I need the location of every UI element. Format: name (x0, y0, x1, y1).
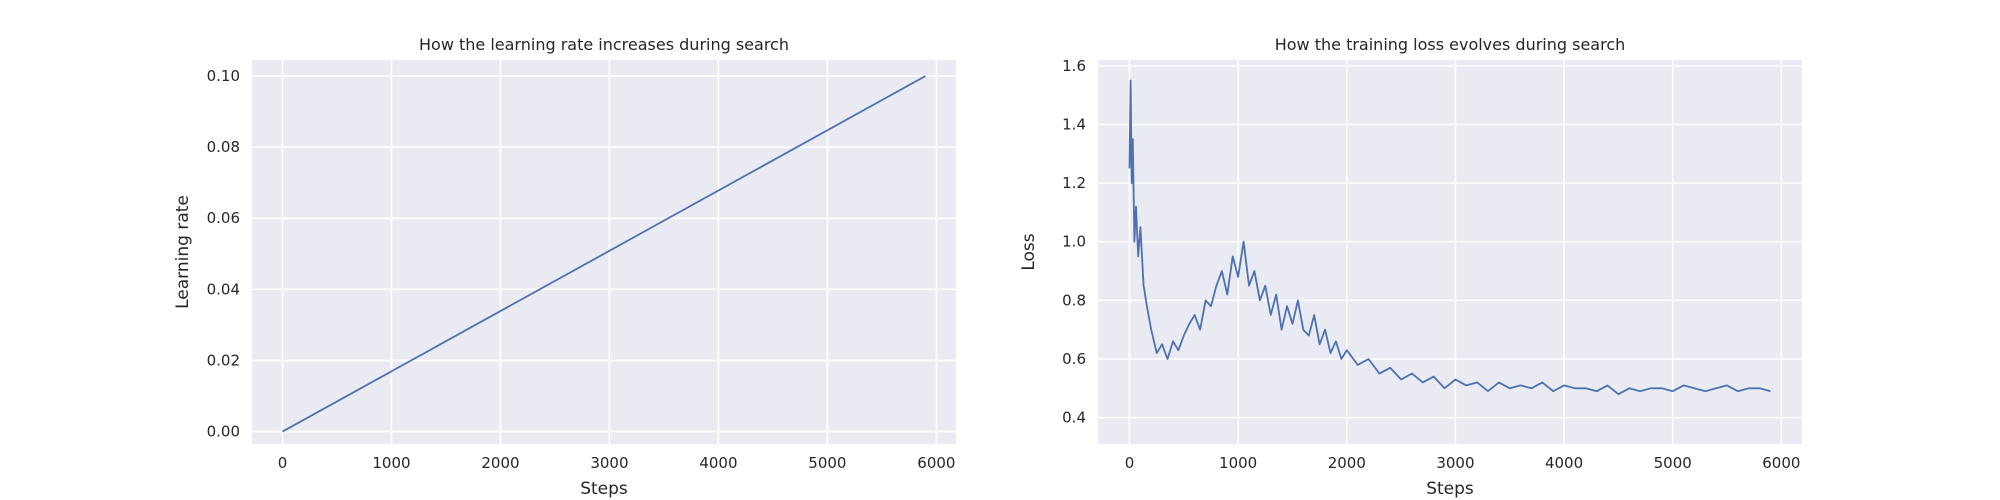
plot-area (1098, 60, 1802, 444)
y-tick-label: 1.2 (1062, 174, 1086, 192)
y-tick-label: 0.02 (207, 351, 240, 369)
x-tick-label: 3000 (1436, 454, 1474, 472)
chart-title: How the training loss evolves during sea… (1275, 35, 1626, 54)
x-tick-label: 6000 (917, 454, 955, 472)
x-tick-label: 1000 (372, 454, 410, 472)
y-axis-label: Loss (1019, 233, 1039, 270)
series-line (1128, 79, 1771, 396)
y-tick-label: 0.06 (207, 209, 240, 227)
x-tick-label: 2000 (1328, 454, 1366, 472)
tick-labels: 0 1000 2000 3000 4000 5000 6000 0.4 0.6 0.8 1.0 1.2… (1062, 57, 1800, 472)
y-tick-label: 0.8 (1062, 291, 1086, 309)
y-tick-label: 0.4 (1062, 409, 1086, 427)
x-tick-label: 1000 (1219, 454, 1257, 472)
x-tick-label: 2000 (481, 454, 519, 472)
x-tick-label: 5000 (808, 454, 846, 472)
x-axis-label: Steps (1426, 479, 1474, 499)
x-tick-label: 4000 (1545, 454, 1583, 472)
series-group (1128, 79, 1771, 396)
y-tick-label: 0.10 (207, 67, 240, 85)
grid (1098, 60, 1802, 444)
y-tick-label: 0.6 (1062, 350, 1086, 368)
x-axis-label: Steps (580, 479, 628, 499)
y-tick-label: 0.00 (207, 423, 240, 441)
grid (252, 60, 956, 444)
y-tick-label: 1.6 (1062, 57, 1086, 75)
x-tick-label: 0 (278, 454, 288, 472)
y-axis-label: Learning rate (173, 195, 193, 309)
y-tick-label: 1.4 (1062, 115, 1086, 133)
y-tick-label: 0.08 (207, 138, 240, 156)
y-tick-label: 0.04 (207, 280, 240, 298)
series-line (282, 75, 926, 433)
x-tick-label: 0 (1125, 454, 1135, 472)
series-group (282, 75, 926, 433)
x-tick-label: 6000 (1762, 454, 1800, 472)
training-loss-chart: 0 1000 2000 3000 4000 5000 6000 0.4 0.6 0.8 1.0 1.2… (1019, 35, 1802, 499)
x-tick-label: 4000 (699, 454, 737, 472)
x-tick-label: 3000 (590, 454, 628, 472)
chart-title: How the learning rate increases during s… (419, 35, 789, 54)
y-tick-label: 1.0 (1062, 233, 1086, 251)
tick-labels: 0 1000 2000 3000 4000 5000 6000 0.00 0.02 0.04 0.0… (207, 67, 956, 472)
x-tick-label: 5000 (1654, 454, 1692, 472)
learning-rate-chart: 0 1000 2000 3000 4000 5000 6000 0.00 0.02 0.04 0.0… (173, 35, 956, 499)
